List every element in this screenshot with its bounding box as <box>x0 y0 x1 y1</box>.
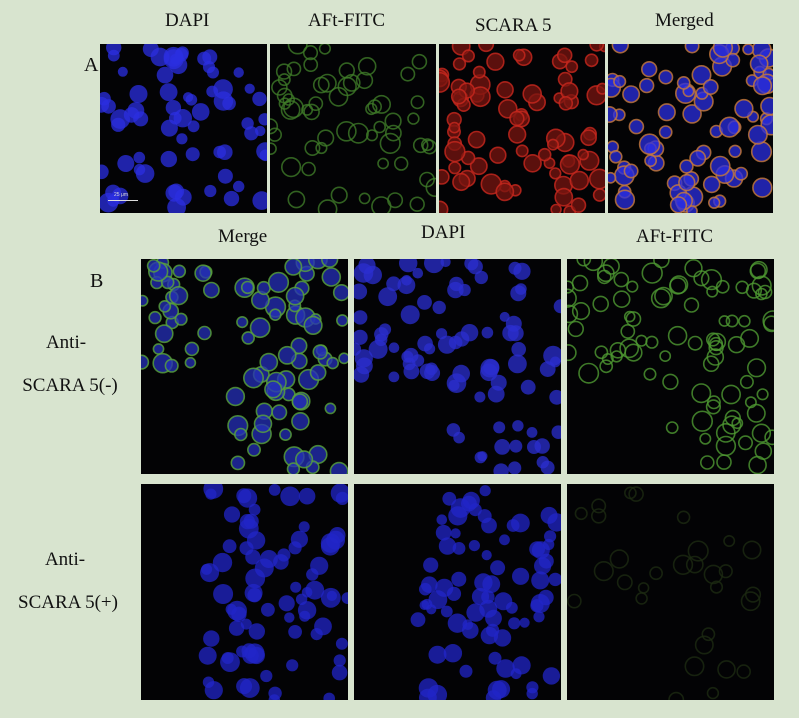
micrograph-texture <box>410 485 561 700</box>
panel-b-letter: B <box>90 270 104 292</box>
panel-b-row2-label: Anti- SCARA 5(+) <box>0 550 138 612</box>
panel-b-col-aft-fitc: AFt-FITC <box>636 226 714 247</box>
micrograph-texture <box>198 484 348 700</box>
row2-label-line2: SCARA 5(+) <box>18 592 118 613</box>
micrograph-texture <box>270 44 436 213</box>
micrograph-texture <box>354 259 561 474</box>
panel-b-row1-merge-image <box>141 259 348 474</box>
panel-a-dapi-image: 25 μm <box>100 44 267 213</box>
panel-b-row2-aft-fitc-image <box>567 484 774 700</box>
micrograph-texture <box>567 486 762 700</box>
row1-label-line2: SCARA 5(-) <box>22 375 118 396</box>
panel-a-scara5-image <box>439 44 605 213</box>
micrograph-texture <box>100 44 267 213</box>
scale-bar <box>108 200 138 201</box>
panel-a-col-scara5: SCARA 5 <box>475 15 552 36</box>
panel-b-row2-merge-image <box>141 484 348 700</box>
panel-a-col-dapi: DAPI <box>165 10 210 31</box>
panel-b-col-merge: Merge <box>218 226 268 247</box>
row1-label-line1: Anti- <box>45 332 87 353</box>
panel-b-col-dapi: DAPI <box>421 222 466 243</box>
scale-bar-label: 25 μm <box>114 192 128 198</box>
micrograph-texture <box>608 44 773 213</box>
panel-a-aft-fitc-image <box>270 44 436 213</box>
micrograph-texture <box>141 259 348 474</box>
panel-a-merged-image <box>608 44 773 213</box>
panel-b-row1-dapi-image <box>354 259 561 474</box>
panel-a-col-merged: Merged <box>655 10 714 31</box>
panel-a-col-aft-fitc: AFt-FITC <box>308 10 386 31</box>
panel-b-row1-aft-fitc-image <box>567 259 774 474</box>
micrograph-texture <box>567 259 774 474</box>
panel-b-row2-dapi-image <box>354 484 561 700</box>
panel-a-letter: A <box>84 54 99 76</box>
micrograph-texture <box>439 44 605 213</box>
panel-b-row1-label: Anti- SCARA 5(-) <box>0 333 140 395</box>
row2-label-line1: Anti- <box>44 549 86 570</box>
